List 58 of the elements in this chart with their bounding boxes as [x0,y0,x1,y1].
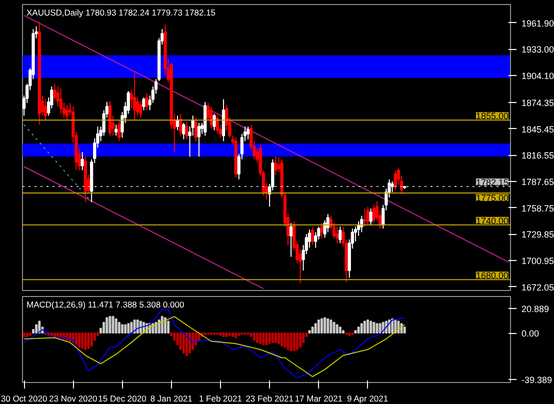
candlestick [182,122,186,140]
candlestick [363,208,366,228]
x-tick-label: 9 Apr 2021 [346,394,388,404]
ref-line-label: 1740.00 [476,216,509,226]
candlestick [194,116,198,142]
candlestick [132,72,136,121]
candlestick [80,152,84,171]
x-tick-label: 15 Dec 2020 [98,394,147,404]
candlestick [145,92,148,111]
y-tick-label: 1729.85 [522,230,554,240]
candlestick [210,106,213,129]
chart-title: MACD(12,26,9) 11.471 7.388 5.308 0.000 [26,300,184,310]
candlestick [212,113,216,131]
x-tick-label: 17 Mar 2021 [294,394,343,404]
y-tick-label: 20.889 [522,304,550,314]
candlestick [139,100,142,118]
candlestick [65,104,69,121]
y-tick-label: 0.00 [522,328,540,339]
candlestick [394,170,397,191]
ref-line-label: 1775.00 [476,193,509,204]
x-tick-label: 23 Feb 2021 [246,394,294,404]
candlestick [44,98,48,121]
candlestick [372,204,376,224]
chart-title: XAUUSD,Daily 1780.93 1782.24 1779.73 1782.15 [26,8,216,18]
ref-line-label: 1782.15 [476,178,509,188]
x-tick-label: 23 Nov 2020 [49,394,98,404]
y-tick-label: 1758.75 [522,203,554,214]
ref-line-label: 1680.00 [476,270,509,281]
x-tick-label: 30 Oct 2020 [0,394,48,404]
y-tick-label: 1816.55 [522,150,554,161]
candlestick [114,124,118,136]
candlestick [320,222,324,240]
y-tick-label: 1904.10 [522,70,554,81]
candlestick [59,88,62,114]
y-tick-label: -39.389 [522,374,552,385]
candlestick [185,121,188,140]
x-tick-label: 8 Jan 2021 [150,394,193,404]
y-tick-label: 1933.00 [522,44,554,55]
ref-line-label: 1855.00 [476,111,509,122]
x-tick-label: 1 Feb 2021 [198,394,242,404]
candlestick [142,96,146,111]
y-tick-label: 1874.35 [522,98,554,108]
candlestick [366,206,370,226]
candlestick [289,222,293,258]
y-tick-label: 1700.95 [522,256,554,266]
candlestick [197,122,201,158]
y-tick-label: 1787.65 [522,177,554,188]
candlestick [390,180,394,193]
candlestick [336,226,339,244]
candlestick [118,120,121,142]
candlestick [274,156,278,176]
candlestick [338,226,342,244]
candlestick [246,126,250,140]
candlestick [369,208,372,226]
y-tick-label: 1961.90 [522,18,554,28]
y-tick-label: 1672.05 [522,282,554,292]
candlestick [310,226,314,246]
y-tick-label: 1845.45 [522,124,554,134]
